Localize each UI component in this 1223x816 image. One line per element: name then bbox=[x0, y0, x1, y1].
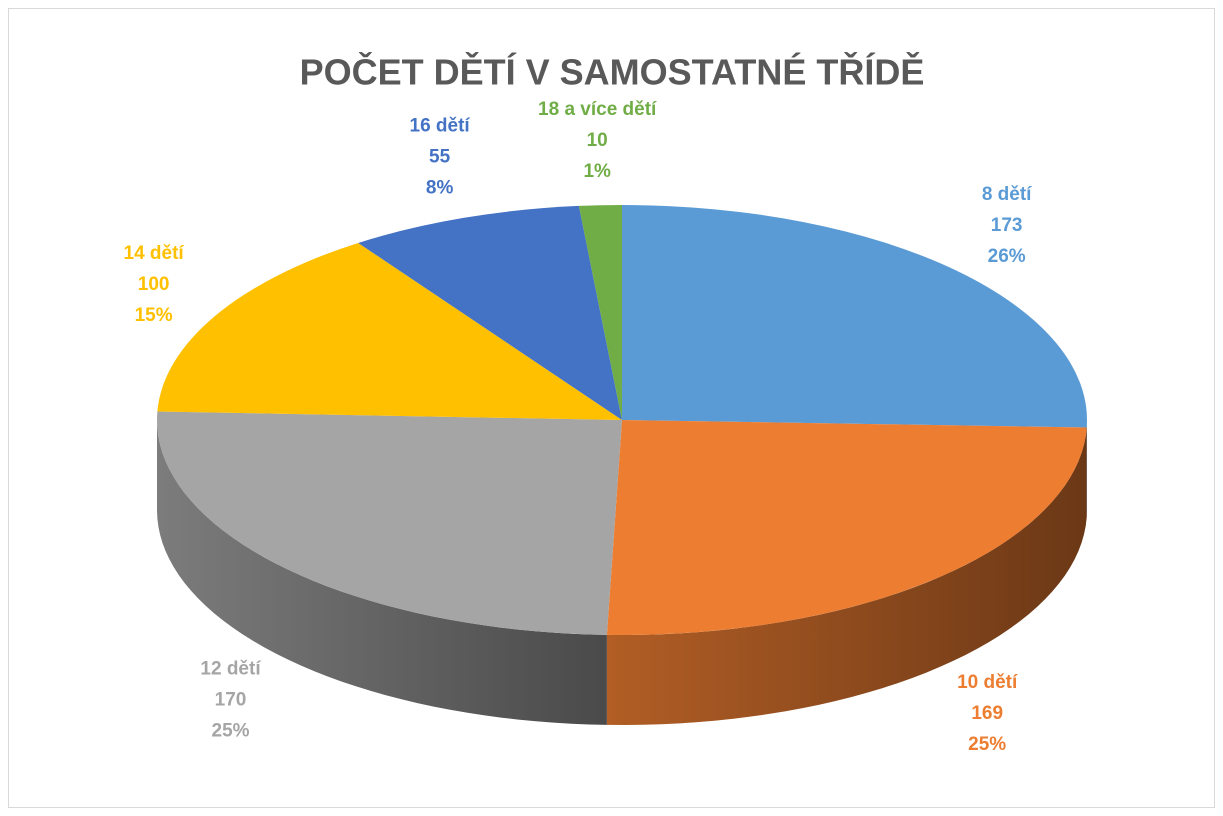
data-label: 169 bbox=[971, 703, 1003, 724]
slice bbox=[157, 411, 622, 635]
slice bbox=[157, 242, 622, 420]
chart-title: POČET DĚTÍ V SAMOSTATNÉ TŘÍDĚ bbox=[300, 51, 925, 93]
data-label: 173 bbox=[991, 215, 1023, 236]
data-label: 16 dětí bbox=[410, 115, 471, 136]
data-label: 14 dětí bbox=[124, 243, 185, 264]
slice bbox=[578, 205, 622, 420]
data-label: 100 bbox=[138, 274, 170, 295]
data-label: 12 dětí bbox=[200, 658, 261, 679]
pie-sides bbox=[157, 420, 1087, 725]
data-label: 10 dětí bbox=[957, 672, 1018, 693]
data-label: 18 a více dětí bbox=[538, 99, 657, 120]
slice-side bbox=[606, 427, 1087, 725]
data-label: 10 bbox=[587, 130, 608, 151]
data-label: 25% bbox=[212, 720, 250, 741]
slice bbox=[622, 205, 1087, 428]
pie-tops bbox=[157, 205, 1087, 636]
data-label: 15% bbox=[135, 305, 173, 326]
data-label: 8% bbox=[426, 177, 454, 198]
data-label: 26% bbox=[988, 246, 1026, 267]
data-label: 25% bbox=[968, 734, 1006, 755]
data-label: 170 bbox=[215, 689, 247, 710]
data-label: 1% bbox=[583, 161, 611, 182]
slice bbox=[358, 205, 622, 420]
data-label: 8 dětí bbox=[982, 184, 1032, 205]
slice bbox=[606, 420, 1087, 636]
data-label: 55 bbox=[429, 146, 451, 167]
slice-side bbox=[157, 420, 607, 725]
